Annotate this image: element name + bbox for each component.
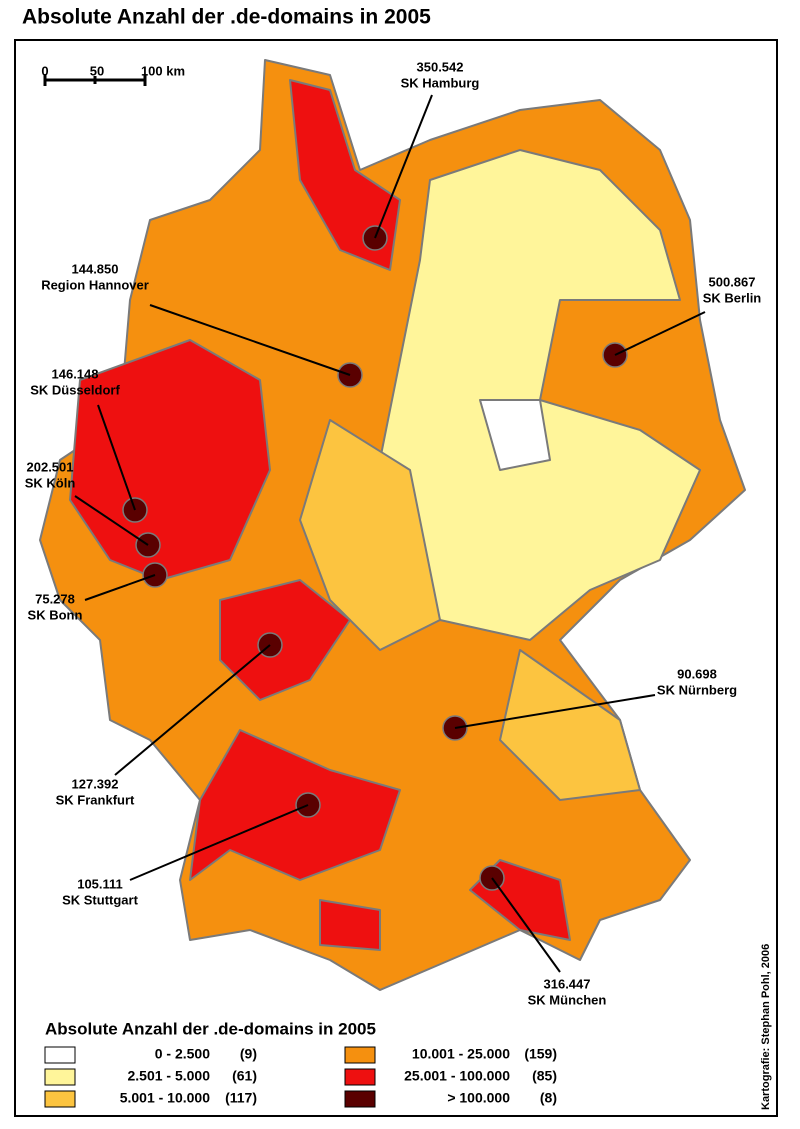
callout-label: SK Bonn (28, 607, 83, 622)
legend-swatch (44, 1046, 76, 1064)
callout-line (149, 304, 351, 376)
legend-swatch (344, 1090, 376, 1108)
credit: Kartografie: Stephan Pohl, 2006 (760, 944, 772, 1110)
callout-value: 350.542 (417, 59, 464, 74)
legend-count: (9) (240, 1046, 257, 1062)
legend-range: 2.501 - 5.000 (127, 1068, 210, 1084)
legend-range: 25.001 - 100.000 (404, 1068, 510, 1084)
callout-label: SK Stuttgart (62, 892, 139, 907)
callout-value: 202.501 (27, 459, 74, 474)
legend-range: 5.001 - 10.000 (120, 1090, 211, 1106)
scale-label: 100 km (141, 63, 185, 78)
callout-value: 90.698 (677, 666, 717, 681)
scale-line (43, 74, 147, 86)
scale-label: 50 (90, 63, 104, 78)
callout-line (97, 404, 136, 511)
callout-line (114, 644, 271, 776)
callout-line (491, 877, 561, 973)
legend-count: (8) (540, 1090, 557, 1106)
callout-label: SK Berlin (703, 290, 762, 305)
callout-line (74, 495, 149, 546)
callout-value: 105.111 (77, 876, 123, 891)
callout-value: 500.867 (709, 274, 756, 289)
callout-value: 316.447 (544, 976, 591, 991)
callout-line (129, 804, 309, 881)
callout-line (374, 94, 433, 239)
legend-range: 10.001 - 25.000 (412, 1046, 510, 1062)
callout-label: SK Nürnberg (657, 682, 737, 697)
callout-value: 75.278 (35, 591, 75, 606)
legend-count: (85) (532, 1068, 557, 1084)
callout-line (454, 694, 656, 729)
scale-bar: 0 50 100 km (41, 63, 185, 86)
map-frame (14, 39, 778, 1117)
legend-title: Absolute Anzahl der .de-domains in 2005 (45, 1019, 376, 1038)
callout-label: Region Hannover (41, 277, 149, 292)
callout-value: 146.148 (52, 366, 99, 381)
legend-swatch (344, 1068, 376, 1086)
legend-swatch (44, 1068, 76, 1086)
germany-map (39, 59, 746, 991)
callout-value: 127.392 (72, 776, 119, 791)
callout-value: 144.850 (72, 261, 119, 276)
legend-swatch (44, 1090, 76, 1108)
callout-label: SK Hamburg (401, 75, 480, 90)
legend-swatch (344, 1046, 376, 1064)
callout-line (614, 311, 706, 356)
callout-label: SK München (528, 992, 607, 1007)
callout-line (84, 574, 156, 601)
legend-count: (117) (225, 1090, 257, 1106)
callout-label: SK Düsseldorf (30, 382, 120, 397)
legend-count: (61) (232, 1068, 257, 1084)
callout-label: SK Köln (25, 475, 76, 490)
legend-count: (159) (524, 1046, 557, 1062)
legend-range: > 100.000 (447, 1090, 510, 1106)
callout-label: SK Frankfurt (56, 792, 135, 807)
page-title: Absolute Anzahl der .de-domains in 2005 (22, 6, 431, 29)
scale-label: 0 (41, 63, 48, 78)
legend-range: 0 - 2.500 (155, 1046, 210, 1062)
